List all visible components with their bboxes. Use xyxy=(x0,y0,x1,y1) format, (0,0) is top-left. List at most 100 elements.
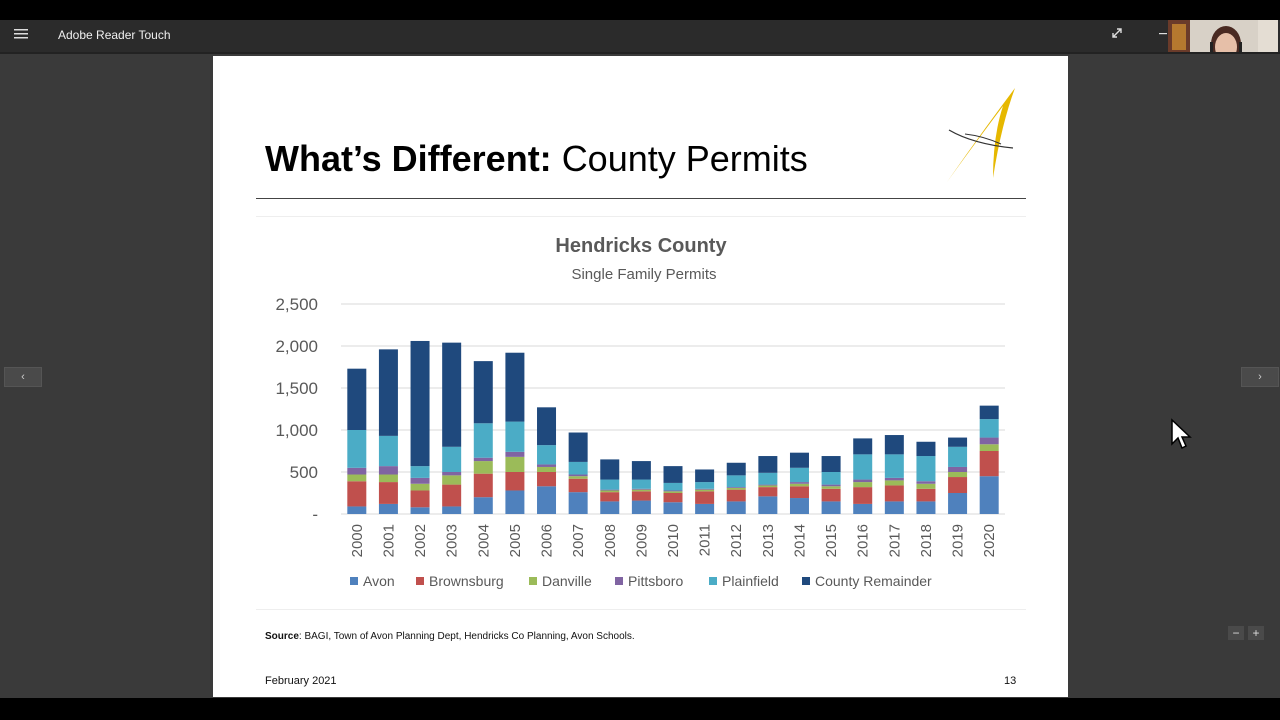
expand-icon[interactable] xyxy=(1110,26,1128,44)
legend-swatch xyxy=(709,577,717,585)
pdf-page: What’s Different: County Permits Hendric… xyxy=(213,56,1068,697)
bar-segment xyxy=(410,340,430,467)
x-tick-label: 2005 xyxy=(507,524,524,557)
bar-segment xyxy=(663,493,683,503)
hamburger-icon[interactable] xyxy=(14,28,32,44)
bar-segment xyxy=(789,498,809,514)
legend-swatch xyxy=(802,577,810,585)
legend-swatch xyxy=(529,577,537,585)
bar-segment xyxy=(695,482,715,489)
bar-segment xyxy=(979,444,999,451)
bar-segment xyxy=(442,484,462,507)
bar-segment xyxy=(695,488,715,490)
bar-segment xyxy=(473,473,493,498)
bar-segment xyxy=(948,466,968,472)
bar-segment xyxy=(410,507,430,514)
previous-page-button[interactable]: ‹ xyxy=(4,367,42,387)
zoom-in-button[interactable]: + xyxy=(1248,626,1264,640)
source-note: Source: BAGI, Town of Avon Planning Dept… xyxy=(265,631,635,642)
bar-segment xyxy=(821,488,841,502)
x-tick-label: 2019 xyxy=(950,524,967,557)
bar-segment xyxy=(916,488,936,502)
bar-segment xyxy=(600,492,620,502)
bar-segment xyxy=(631,479,651,489)
bar-segment xyxy=(473,457,493,462)
y-tick-label: 1,500 xyxy=(275,379,318,398)
y-tick-label: 1,000 xyxy=(275,421,318,440)
bar-segment xyxy=(347,474,367,482)
bar-segment xyxy=(442,506,462,514)
app-title: Adobe Reader Touch xyxy=(58,28,171,42)
bar-segment xyxy=(948,437,968,447)
bar-segment xyxy=(758,485,778,488)
legend-label: County Remainder xyxy=(815,573,932,589)
chart-subtitle: Single Family Permits xyxy=(571,266,716,283)
bar-segment xyxy=(473,497,493,514)
bar-segment xyxy=(568,432,588,462)
bar-segment xyxy=(979,437,999,445)
bar-segment xyxy=(789,467,809,483)
bar-segment xyxy=(726,475,746,488)
bar-segment xyxy=(789,482,809,484)
bar-segment xyxy=(979,451,999,477)
bar-segment xyxy=(473,361,493,424)
bar-segment xyxy=(505,456,525,472)
source-label: Source xyxy=(265,631,299,642)
bar-segment xyxy=(663,502,683,514)
y-tick-label: - xyxy=(312,505,318,524)
bar-segment xyxy=(568,474,588,477)
x-tick-label: 2003 xyxy=(444,524,461,557)
x-tick-label: 2020 xyxy=(981,524,998,557)
bar-segment xyxy=(948,477,968,493)
bar-segment xyxy=(347,467,367,475)
bar-segment xyxy=(410,477,430,484)
x-tick-label: 2006 xyxy=(539,524,556,557)
bar-segment xyxy=(884,501,904,514)
bar-segment xyxy=(948,493,968,514)
zoom-out-button[interactable]: − xyxy=(1228,626,1244,640)
bar-segment xyxy=(631,461,651,480)
minimize-icon[interactable] xyxy=(1158,26,1168,44)
bar-segment xyxy=(695,503,715,514)
bar-segment xyxy=(600,501,620,514)
x-tick-label: 2016 xyxy=(855,524,872,557)
bar-segment xyxy=(948,446,968,467)
bar-segment xyxy=(378,474,398,483)
app-titlebar: Adobe Reader Touch xyxy=(0,20,1280,52)
bar-segment xyxy=(537,407,557,446)
bar-segment xyxy=(473,423,493,458)
bar-segment xyxy=(979,476,999,514)
bar-segment xyxy=(726,489,746,502)
next-page-button[interactable]: › xyxy=(1241,367,1279,387)
bar-segment xyxy=(347,368,367,430)
x-axis-ticks: 2000 2001 2002 2003 2004 2005 2006 2007 2008 2009… xyxy=(349,524,998,557)
x-tick-label: 2010 xyxy=(665,524,682,557)
x-tick-label: 2002 xyxy=(412,524,429,557)
bar-segment xyxy=(347,430,367,468)
bar-segment xyxy=(758,456,778,473)
bar-segment xyxy=(853,503,873,514)
bar-segment xyxy=(568,492,588,514)
legend-label: Avon xyxy=(363,573,395,589)
y-tick-label: 2,000 xyxy=(275,337,318,356)
bar-segment xyxy=(568,476,588,479)
y-axis-ticks: - 500 1,000 1,500 2,000 2,500 xyxy=(275,295,318,524)
bar-segment xyxy=(410,483,430,491)
legend-label: Brownsburg xyxy=(429,573,504,589)
bottom-letterbox xyxy=(0,698,1280,720)
x-tick-label: 2007 xyxy=(570,524,587,557)
bar-segment xyxy=(979,419,999,438)
chart-legend: Avon Brownsburg Danville Pittsboro Plainfiel… xyxy=(350,573,932,589)
bar-segment xyxy=(884,477,904,481)
bar-segment xyxy=(884,485,904,502)
x-tick-label: 2011 xyxy=(697,524,714,556)
bar-segment xyxy=(789,452,809,468)
bar-segment xyxy=(726,462,746,476)
bar-segment xyxy=(631,488,651,490)
bar-segment xyxy=(568,461,588,475)
bar-segment xyxy=(442,475,462,485)
swoosh-logo xyxy=(943,86,1023,186)
x-tick-label: 2013 xyxy=(760,524,777,557)
bar-segment xyxy=(631,500,651,514)
top-letterbox xyxy=(0,0,1280,20)
